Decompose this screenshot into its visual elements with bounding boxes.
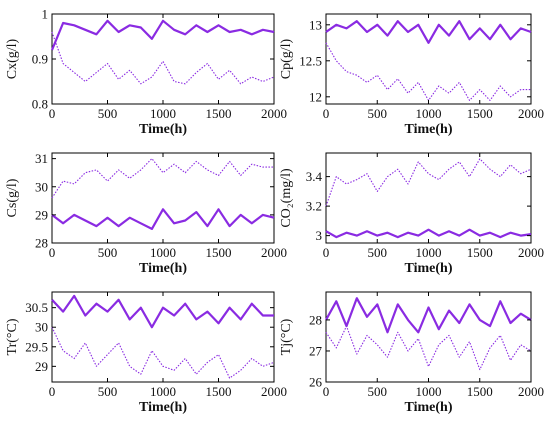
y-tick-label: 1 (42, 7, 49, 22)
series-solid-line (51, 208, 275, 230)
y-tick-label: 30.5 (25, 300, 48, 315)
y-axis-label: Cx(g/l) (5, 38, 20, 79)
x-tick-label: 500 (98, 245, 118, 260)
x-tick-label: 1000 (150, 106, 176, 121)
series-dotted-line (51, 158, 274, 199)
x-tick-label: 2000 (518, 245, 544, 260)
y-tick-label: 13 (309, 17, 322, 32)
x-tick-label: 0 (49, 106, 56, 121)
y-tick-label: 30 (35, 179, 48, 194)
y-tick-label: 3.2 (306, 199, 322, 214)
series-dotted-line (51, 326, 275, 379)
x-tick-label: 1500 (206, 384, 232, 399)
subplot-6: 0 500 1000 1500 2000 26 27 28 Time(h) Tj(°C) (279, 291, 544, 415)
y-tick-label: 31 (35, 151, 48, 166)
axes-box (325, 291, 532, 383)
x-axis-label: Time(h) (139, 400, 187, 415)
y-tick-label: 30 (35, 320, 48, 335)
y-tick-label: 28 (309, 312, 322, 327)
x-tick-label: 1000 (416, 106, 442, 121)
axes-box (325, 13, 532, 105)
x-tick-label: 500 (368, 245, 388, 260)
series-solid-line (325, 228, 532, 239)
y-axis-label: Cp(g/l) (279, 38, 294, 79)
series-dotted-line (325, 158, 532, 207)
series-solid-line (50, 19, 275, 51)
subplot-5: 0 500 1000 1500 2000 29 29.5 30 30.5 Time(h) Tr(°C… (5, 291, 287, 415)
y-tick-label: 28 (35, 236, 48, 251)
series-solid-line (325, 297, 532, 334)
series-dotted-line (51, 31, 275, 85)
x-axis-label: Time(h) (405, 400, 453, 415)
axes-box (51, 13, 275, 105)
y-tick-label: 0.9 (32, 52, 48, 67)
x-tick-label: 2000 (261, 384, 287, 399)
x-tick-label: 2000 (518, 384, 544, 399)
x-tick-label: 0 (49, 245, 56, 260)
x-tick-label: 1000 (416, 245, 442, 260)
series-dotted-line (325, 42, 531, 101)
y-tick-label: 26 (309, 375, 323, 390)
x-tick-label: 0 (323, 245, 330, 260)
series-solid-line (325, 20, 532, 44)
y-tick-label: 27 (309, 343, 323, 358)
subplot-3: 0 500 1000 1500 2000 28 29 30 31 Time(h) Cs(g/l) (5, 151, 287, 276)
x-tick-label: 0 (323, 106, 330, 121)
y-tick-label: 12.5 (299, 53, 322, 68)
series-solid-line (51, 294, 274, 329)
x-tick-label: 1500 (206, 106, 232, 121)
x-tick-label: 500 (368, 106, 388, 121)
series-dotted-line (325, 325, 532, 371)
y-tick-label: 29 (35, 359, 48, 374)
y-tick-label: 29 (35, 207, 48, 222)
axes-box (51, 291, 275, 383)
x-tick-label: 500 (98, 106, 118, 121)
axes-box (51, 152, 275, 244)
x-tick-label: 1000 (416, 384, 442, 399)
x-axis-label: Time(h) (139, 261, 187, 276)
subplot-4: 0 500 1000 1500 2000 3 3.2 3.4 Time(h) CO₂(mg/l) (279, 152, 544, 276)
x-tick-label: 500 (368, 384, 388, 399)
x-tick-label: 0 (49, 384, 56, 399)
y-axis-label: Tj(°C) (279, 318, 294, 355)
x-tick-label: 1000 (150, 245, 176, 260)
y-tick-label: 12 (309, 89, 322, 104)
y-tick-label: 0.8 (32, 97, 48, 112)
x-tick-label: 2000 (261, 245, 287, 260)
y-axis-label: Cs(g/l) (5, 178, 20, 217)
y-axis-label: Tr(°C) (5, 318, 20, 355)
y-tick-label: 3 (316, 228, 323, 243)
x-tick-label: 0 (323, 384, 330, 399)
x-tick-label: 1500 (467, 245, 493, 260)
x-tick-label: 1500 (206, 245, 232, 260)
x-tick-label: 1000 (150, 384, 176, 399)
x-tick-label: 2000 (261, 106, 287, 121)
x-tick-label: 2000 (518, 106, 544, 121)
x-tick-label: 500 (98, 384, 118, 399)
y-tick-label: 29.5 (25, 339, 48, 354)
y-axis-label: CO₂(mg/l) (279, 168, 294, 228)
x-axis-label: Time(h) (405, 122, 453, 137)
x-axis-label: Time(h) (405, 261, 453, 276)
x-tick-label: 1500 (467, 106, 493, 121)
subplot-1: 0 500 1000 1500 2000 0.8 0.9 1 Time(h) Cx(g/l) (5, 7, 287, 138)
x-tick-label: 1500 (467, 384, 493, 399)
subplot-2: 0 500 1000 1500 2000 12 12.5 13 Time(h) Cp(g/l) (279, 13, 544, 137)
y-tick-label: 3.4 (306, 169, 323, 184)
x-axis-label: Time(h) (139, 122, 187, 137)
